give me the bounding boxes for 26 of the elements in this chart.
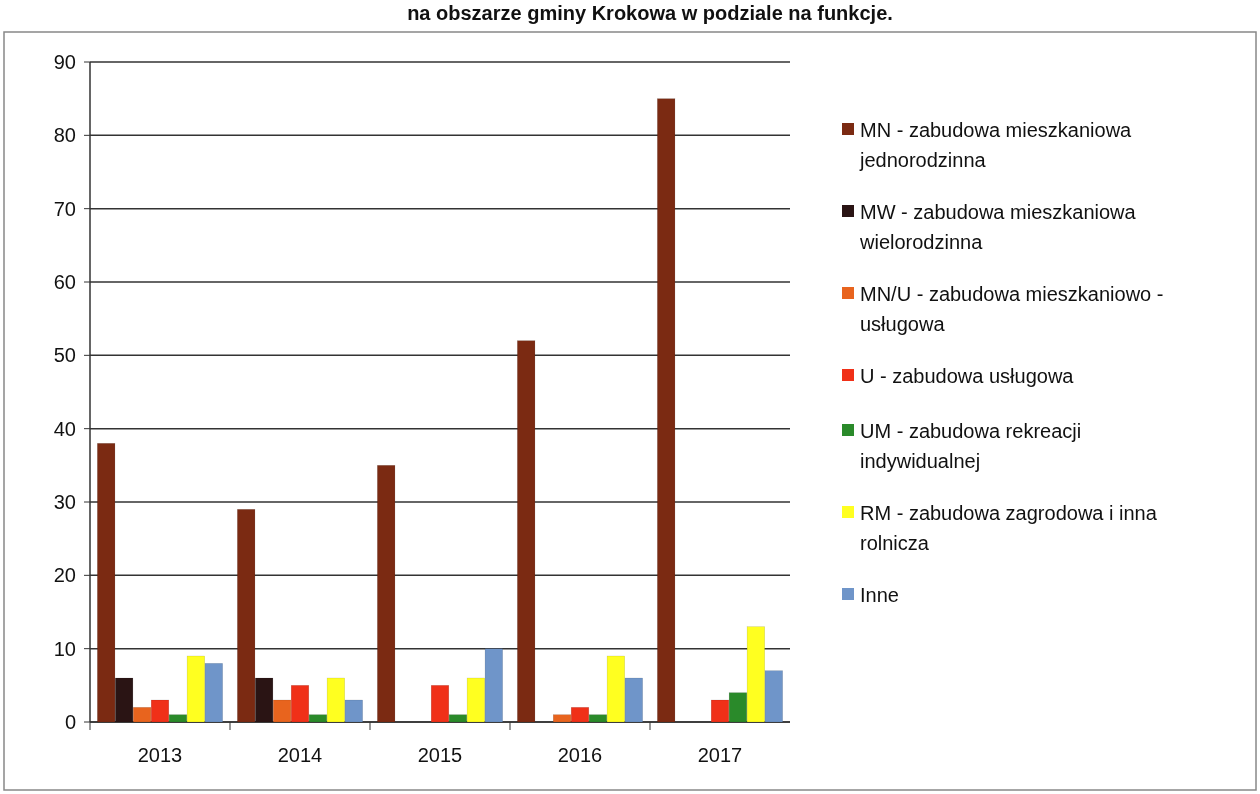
x-tick-label: 2017 bbox=[697, 744, 743, 766]
y-tick-label: 20 bbox=[53, 564, 76, 587]
bar bbox=[657, 98, 676, 723]
y-tick-label: 70 bbox=[53, 197, 76, 220]
legend-label: MN - zabudowa mieszkaniowa jednorodzinna bbox=[859, 119, 1133, 171]
bar bbox=[377, 465, 396, 723]
legend-label: MN/U - zabudowa mieszkaniowo - usługowa bbox=[860, 283, 1164, 335]
y-tick-label: 10 bbox=[53, 637, 76, 660]
legend-label: UM - zabudowa rekreacji indywidualnej bbox=[860, 420, 1082, 472]
legend-label: MW - zabudowa mieszkaniowa wielorodzinna bbox=[859, 201, 1137, 253]
y-tick-label: 30 bbox=[53, 491, 76, 513]
x-tick-label: 2014 bbox=[277, 744, 323, 766]
legend-label: Inne bbox=[860, 584, 899, 606]
legend-label: RM - zabudowa zagrodowa i inna rolnicza bbox=[860, 502, 1158, 554]
legend-label: U - zabudowa usługowa bbox=[860, 365, 1075, 387]
y-tick-label: 90 bbox=[53, 51, 76, 73]
x-tick-label: 2013 bbox=[137, 744, 183, 766]
y-tick-label: 60 bbox=[53, 271, 76, 293]
y-tick-label: 0 bbox=[64, 711, 76, 733]
y-tick-label: 50 bbox=[53, 344, 76, 367]
y-tick-label: 40 bbox=[53, 417, 76, 440]
bar bbox=[517, 340, 536, 723]
chart-title: na obszarze gminy Krokowa w podziale na funkcje. bbox=[407, 2, 893, 24]
x-tick-label: 2016 bbox=[557, 744, 603, 766]
y-tick-label: 80 bbox=[53, 124, 76, 147]
x-tick-label: 2015 bbox=[417, 744, 463, 766]
